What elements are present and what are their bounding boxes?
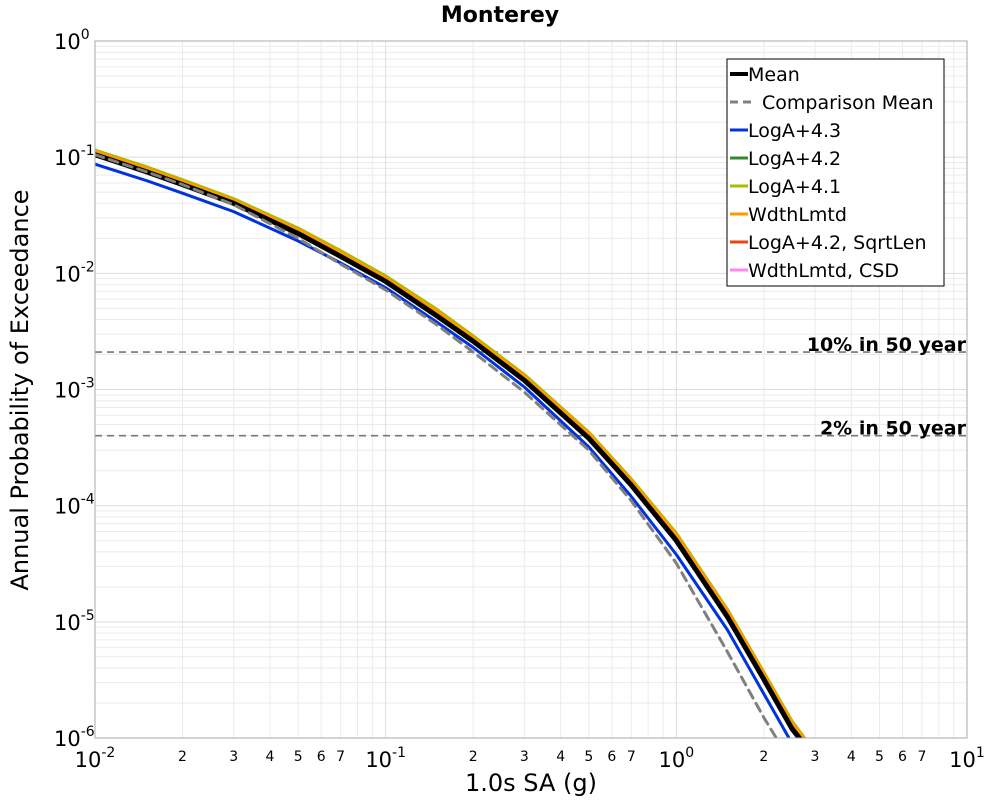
x-minor-tick-label: 6 [317,749,326,765]
y-axis-ticks: 100 10-1 10-2 10-3 10-4 10-5 10-6 [54,27,95,751]
x-tick-label: 101 [949,745,985,772]
y-tick-label: 10-1 [54,143,95,170]
x-minor-tick-label: 4 [847,749,856,765]
x-minor-tick-label: 5 [584,749,593,765]
y-axis-label: Annual Probability of Exceedance [6,189,34,590]
series-line [95,162,791,738]
chart-title: Monterey [441,3,559,28]
y-tick-label: 100 [54,27,90,54]
reference-lines: 10% in 50 year 2% in 50 year [95,334,967,440]
legend-entry-label: Mean [748,64,800,86]
x-minor-tick-label: 2 [178,749,187,765]
x-minor-tick-label: 5 [294,749,303,765]
x-minor-tick-label: 7 [336,749,345,765]
x-minor-tick-label: 6 [607,749,616,765]
x-minor-tick-label: 7 [627,749,636,765]
y-tick-label: 10-4 [54,492,95,519]
legend-entry-label: LogA+4.1 [748,176,841,198]
x-minor-tick-label: 3 [811,749,820,765]
x-minor-tick-label: 4 [266,749,275,765]
x-minor-tick-label: 5 [875,749,884,765]
legend-box [726,58,945,287]
y-tick-label: 10-5 [54,608,95,635]
x-minor-tick-label: 2 [759,749,768,765]
legend-entry-label: WdthLmtd, CSD [748,260,899,282]
plot-frame [94,40,968,739]
legend: Mean Comparison Mean LogA+4.3 LogA+4.2 LogA+… [726,58,945,287]
series-line [95,149,806,738]
x-tick-label: 100 [659,745,695,772]
x-minor-tick-label: 7 [918,749,927,765]
x-minor-tick-label: 3 [520,749,529,765]
x-minor-tick-label: 4 [556,749,565,765]
x-minor-tick-label: 3 [229,749,238,765]
y-tick-label: 10-2 [54,259,95,286]
legend-entry-label: LogA+4.3 [748,120,841,142]
series-layer [95,148,807,738]
x-axis-label: 1.0s SA (g) [465,769,597,797]
series-line [95,153,779,738]
x-tick-label: 10-1 [365,745,406,772]
legend-entry-label: LogA+4.2, SqrtLen [748,232,927,254]
reference-line-label: 2% in 50 year [820,418,967,440]
legend-entry-label: LogA+4.2 [748,148,841,170]
x-minor-tick-label: 2 [469,749,478,765]
reference-line-label: 10% in 50 year [807,334,967,356]
legend-entry-label: Comparison Mean [762,92,934,114]
y-tick-label: 10-3 [54,376,95,403]
y-tick-label: 10-6 [54,724,95,751]
legend-entry-label: WdthLmtd [748,204,847,226]
x-tick-label: 10-2 [75,745,116,772]
x-minor-tick-label: 6 [898,749,907,765]
